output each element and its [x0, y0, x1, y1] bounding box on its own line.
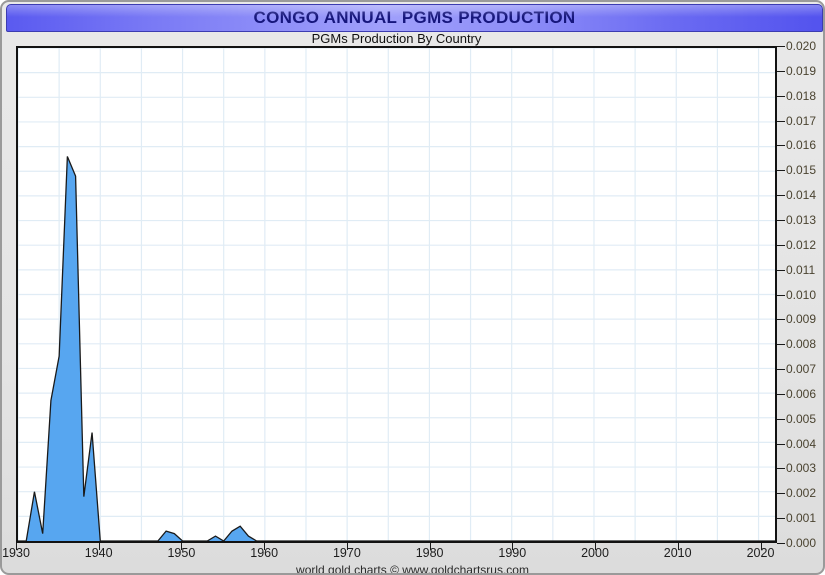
grid-layer [18, 48, 775, 541]
x-tick-label: 1940 [84, 546, 113, 560]
y-tick-mark [777, 46, 785, 47]
y-tick-label: 0.003 [786, 461, 817, 476]
x-tick-mark [98, 543, 100, 550]
y-tick-label: 0.007 [786, 362, 817, 377]
x-tick-mark [16, 543, 17, 550]
page-title: CONGO ANNUAL PGMS PRODUCTION [253, 8, 576, 27]
x-tick-mark [512, 543, 514, 550]
x-tick-label: 1990 [498, 546, 527, 560]
x-tick-label: 1950 [167, 546, 196, 560]
y-tick-label: 0.001 [786, 511, 817, 526]
y-tick-label: 0.013 [786, 213, 817, 227]
y-tick-label: 0.010 [786, 287, 817, 302]
y-tick-label: 0.005 [786, 411, 817, 426]
x-tick-mark [677, 543, 679, 550]
y-tick-mark [777, 393, 785, 395]
x-tick-mark [181, 543, 183, 550]
y-tick-label: 0.012 [786, 237, 817, 252]
y-tick-label: 0.000 [786, 536, 817, 550]
y-tick-mark [777, 294, 785, 296]
x-tick-label: 1970 [332, 546, 361, 560]
y-tick-label: 0.018 [786, 88, 817, 103]
y-tick-label: 0.014 [786, 188, 817, 203]
y-tick-mark [777, 244, 785, 246]
y-tick-mark [777, 95, 785, 97]
y-tick-label: 0.004 [786, 436, 817, 451]
y-tick-label: 0.006 [786, 386, 817, 401]
footer-credit: world gold charts © www.goldchartsrus.co… [296, 563, 529, 575]
y-tick-mark [777, 319, 785, 321]
y-tick-mark [777, 195, 785, 197]
x-tick-mark [346, 543, 348, 550]
y-tick-mark [777, 369, 785, 371]
y-tick-mark [777, 493, 785, 495]
y-tick-mark [777, 170, 785, 172]
x-tick-mark [264, 543, 266, 550]
y-tick-label: 0.019 [786, 63, 817, 78]
y-tick-label: 0.020 [786, 39, 817, 53]
y-tick-label: 0.009 [786, 312, 817, 327]
x-tick-mark [595, 543, 596, 550]
y-tick-label: 0.011 [786, 262, 816, 277]
y-tick-label: 0.016 [786, 138, 817, 153]
window-titlebar: CONGO ANNUAL PGMS PRODUCTION [6, 4, 823, 32]
y-tick-label: 0.015 [786, 163, 817, 178]
y-tick-mark [777, 418, 785, 420]
plot-area [16, 46, 777, 543]
x-tick-label: 2000 [581, 546, 609, 560]
y-tick-mark [777, 543, 785, 544]
y-tick-mark [777, 120, 785, 122]
x-tick-label: 1960 [250, 546, 279, 560]
x-tick-label: 2010 [663, 546, 692, 560]
y-tick-mark [777, 220, 785, 221]
y-tick-mark [777, 443, 785, 445]
y-tick-mark [777, 269, 785, 271]
y-tick-label: 0.008 [786, 337, 817, 352]
y-tick-mark [777, 344, 785, 346]
x-tick-label: 1980 [415, 546, 444, 560]
x-tick-label: 1930 [2, 546, 30, 560]
x-tick-mark [429, 543, 431, 550]
y-tick-label: 0.002 [786, 486, 817, 501]
x-tick-mark [760, 543, 762, 550]
y-tick-mark [777, 518, 785, 520]
y-tick-mark [777, 145, 785, 147]
chart-subtitle: PGMs Production By Country [311, 31, 482, 46]
y-tick-mark [777, 70, 785, 72]
x-tick-label: 2020 [746, 546, 775, 560]
y-tick-label: 0.017 [786, 113, 817, 128]
series-area-congo [18, 156, 775, 541]
y-tick-mark [777, 468, 785, 470]
